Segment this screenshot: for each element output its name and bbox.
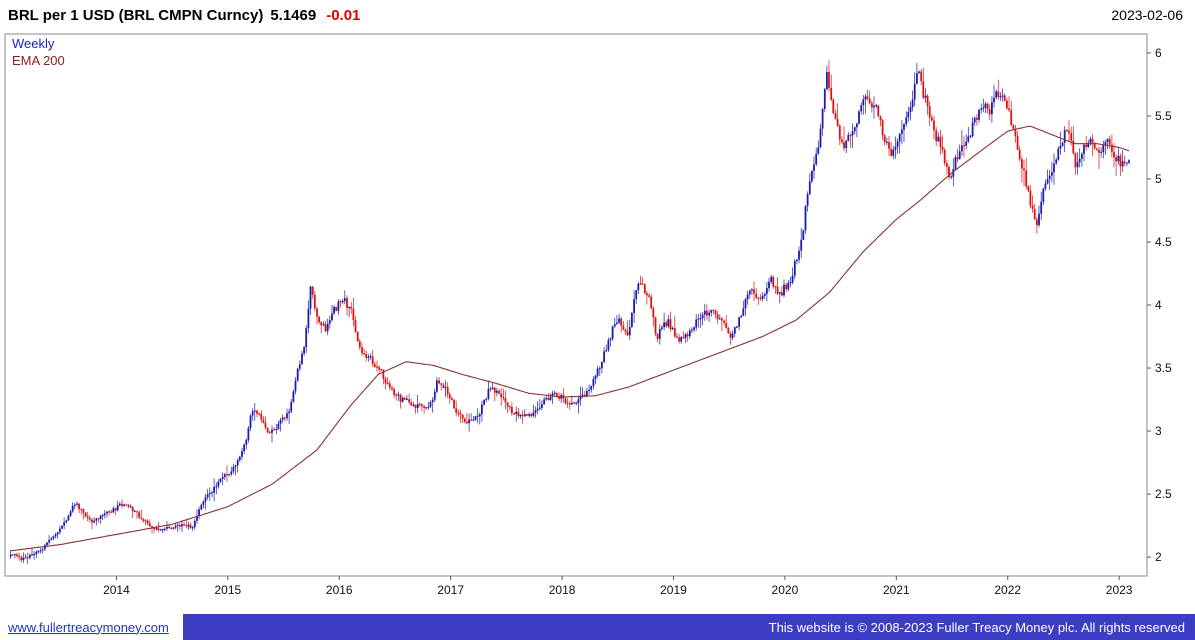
y-axis-label: 5.5 (1155, 109, 1172, 123)
x-axis-label: 2018 (549, 583, 576, 597)
ema-line (10, 125, 1130, 552)
chart-title-row: BRL per 1 USD (BRL CMPN Curncy) 5.1469 -0.… (8, 7, 360, 24)
footer: www.fullertreacymoney.com This website i… (0, 614, 1195, 640)
x-axis-label: 2023 (1106, 583, 1133, 597)
y-axis-label: 2 (1155, 550, 1162, 564)
candle-bodies-up (9, 71, 1130, 561)
candle-bodies-down (11, 71, 1126, 561)
x-axis-label: 2016 (326, 583, 353, 597)
y-axis-label: 3 (1155, 424, 1162, 438)
chart-header: BRL per 1 USD (BRL CMPN Curncy) 5.1469 -0.… (0, 0, 1195, 30)
y-axis-label: 4 (1155, 298, 1162, 312)
y-axis-label: 2.5 (1155, 487, 1172, 501)
y-axis-label: 5 (1155, 172, 1162, 186)
x-axis-label: 2019 (660, 583, 687, 597)
y-axis-label: 3.5 (1155, 361, 1172, 375)
plot-frame (4, 33, 1148, 577)
chart-title: BRL per 1 USD (BRL CMPN Curncy) (8, 6, 264, 24)
x-axis-label: 2014 (103, 583, 130, 597)
candle-wicks-up (10, 62, 1130, 563)
x-axis-label: 2022 (994, 583, 1021, 597)
site-link[interactable]: www.fullertreacymoney.com (8, 619, 169, 635)
footer-copyright-bar: This website is © 2008-2023 Fuller Treac… (182, 614, 1195, 640)
footer-link-box: www.fullertreacymoney.com (0, 614, 183, 640)
y-axis-label: 6 (1155, 46, 1162, 60)
x-axis-label: 2015 (214, 583, 241, 597)
copyright-text: This website is © 2008-2023 Fuller Treac… (768, 619, 1185, 635)
candle-wicks-down (12, 60, 1126, 565)
as-of-date: 2023-02-06 (1111, 7, 1183, 23)
price-change: -0.01 (326, 6, 361, 24)
x-axis-label: 2021 (883, 583, 910, 597)
last-price: 5.1469 (270, 6, 317, 24)
x-axis-label: 2017 (437, 583, 464, 597)
y-axis-label: 4.5 (1155, 235, 1172, 249)
price-chart: 2 2.5 3 3.5 4 4.5 5 5.5 6 2014 2015 2016 2017 2018 201… (4, 33, 1172, 597)
x-axis-label: 2020 (772, 583, 799, 597)
chart-area: 2 2.5 3 3.5 4 4.5 5 5.5 6 2014 2015 2016 2017 2018 201… (0, 30, 1195, 614)
